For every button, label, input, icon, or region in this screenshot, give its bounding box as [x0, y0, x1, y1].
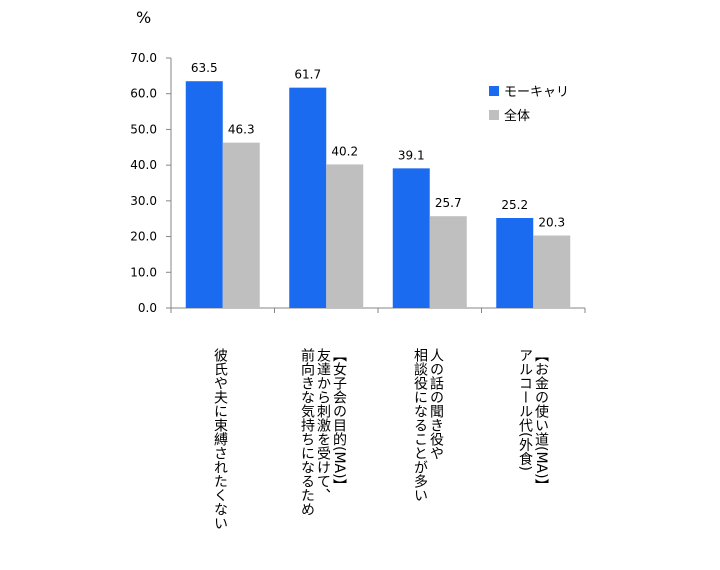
- y-tick-label: 70.0: [130, 51, 157, 65]
- y-axis-unit-label: %: [136, 8, 152, 27]
- category-label-4: 【お金の使い道(MA)】 アルコール代(外食): [517, 348, 549, 493]
- bar-overall: [222, 142, 260, 308]
- data-label: 63.5: [191, 61, 218, 75]
- y-tick-label: 50.0: [130, 122, 157, 136]
- bar-mocari: [496, 218, 534, 308]
- data-label: 25.7: [435, 196, 462, 210]
- legend-swatch: [489, 86, 499, 96]
- data-label: 25.2: [501, 198, 528, 212]
- y-tick-label: 0.0: [138, 301, 157, 315]
- data-label: 20.3: [538, 216, 565, 230]
- data-label: 39.1: [398, 148, 425, 162]
- bar-overall: [429, 216, 467, 308]
- bar-overall: [533, 235, 571, 308]
- legend-swatch: [489, 110, 499, 120]
- bar-mocari: [185, 81, 223, 308]
- legend-label: モーキャリ: [504, 85, 569, 100]
- y-tick-label: 10.0: [130, 265, 157, 279]
- category-label-2: 【女子会の目的(MA)】 友達から刺激を受けて、 前向きな気持ちになるため: [299, 348, 347, 516]
- category-label-3: 人の話の聞き役や 相談役になることが多い: [412, 348, 444, 502]
- data-label: 40.2: [331, 144, 358, 158]
- bar-overall: [326, 164, 364, 308]
- data-label: 46.3: [228, 123, 255, 137]
- y-tick-label: 40.0: [130, 158, 157, 172]
- category-label-1: 彼氏や夫に束縛されたくない: [212, 348, 228, 530]
- y-tick-label: 30.0: [130, 194, 157, 208]
- y-tick-label: 60.0: [130, 87, 157, 101]
- data-label: 61.7: [294, 68, 321, 82]
- y-tick-label: 20.0: [130, 230, 157, 244]
- legend-label: 全体: [504, 108, 530, 124]
- bar-mocari: [289, 87, 327, 309]
- bar-mocari: [392, 168, 430, 308]
